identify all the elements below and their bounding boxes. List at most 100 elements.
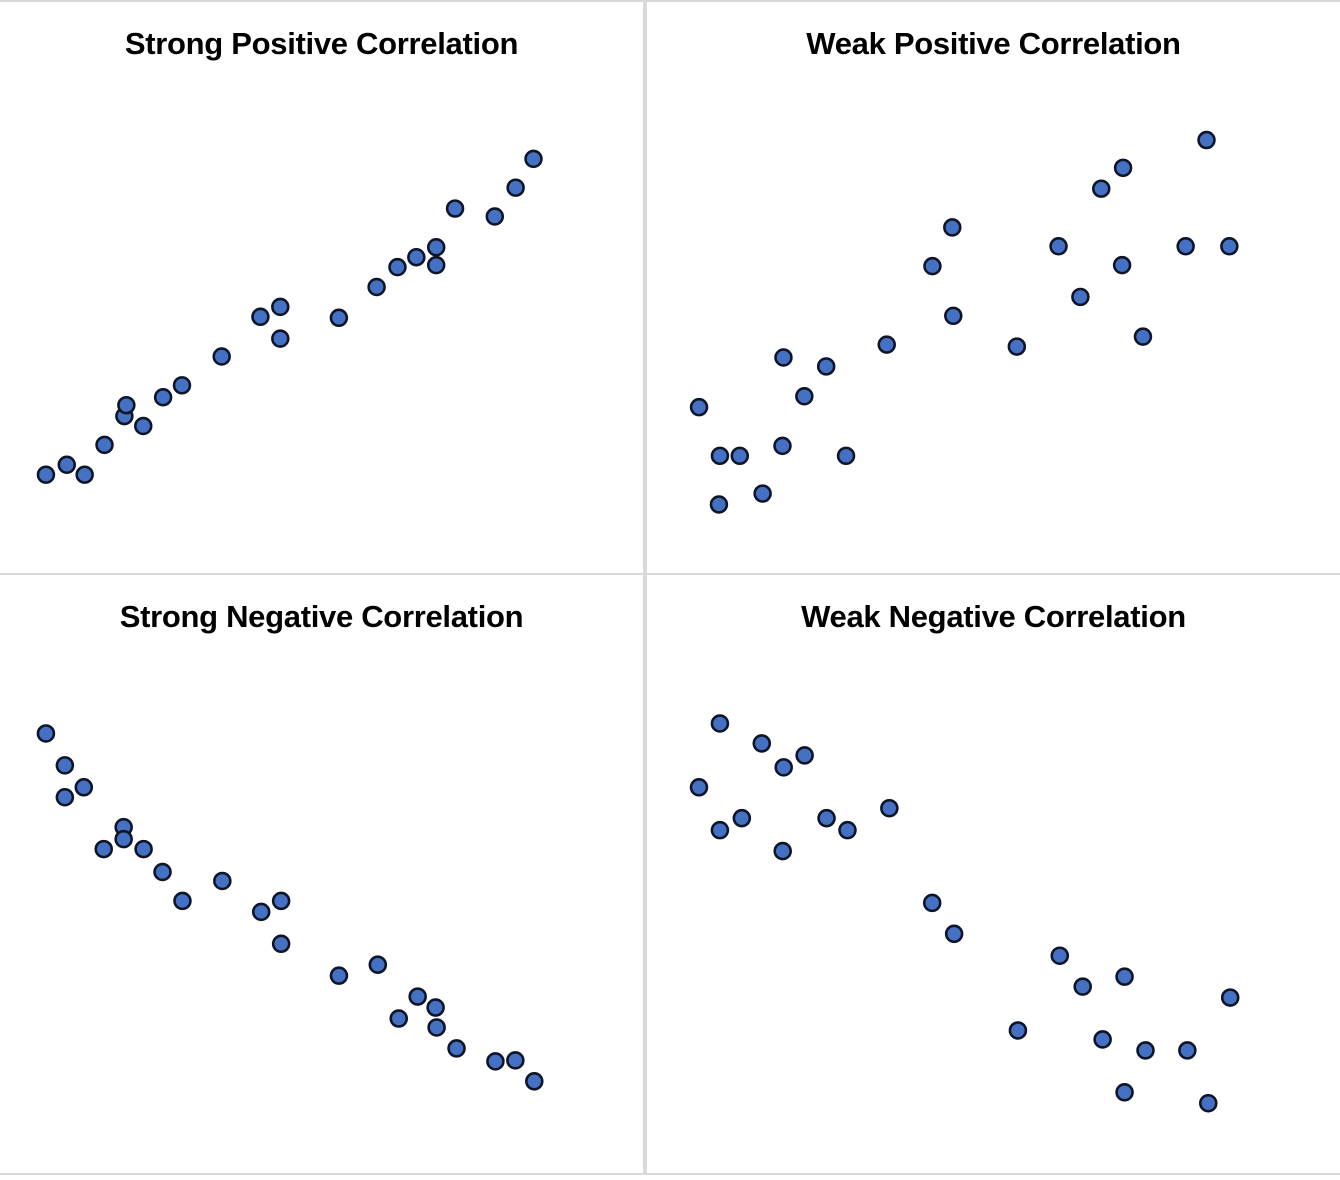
data-point [944,306,963,326]
data-point [271,297,290,317]
data-point [329,966,349,985]
data-point [117,395,136,415]
data-point [1199,1093,1218,1113]
data-point [1178,1041,1197,1060]
data-point [426,255,446,275]
chart-title-strong-negative: Strong Negative Correlation [119,599,524,634]
data-point [212,347,231,366]
data-point [1197,130,1216,150]
data-point [795,387,814,406]
data-point [524,149,543,169]
data-point [730,446,750,466]
data-point [408,987,427,1006]
data-point [94,839,113,859]
data-point [407,247,426,267]
data-point [1112,255,1132,275]
data-point [1093,1030,1112,1049]
data-point [753,484,772,503]
data-point [922,893,942,913]
data-point [816,357,836,376]
data-point [426,238,446,257]
data-point [134,839,153,859]
data-point [709,495,729,514]
data-point [795,746,814,765]
data-point [36,724,56,743]
data-point [213,871,232,891]
data-point [773,436,792,456]
data-point [251,902,271,922]
data-point [838,820,857,840]
data-point [1071,287,1090,307]
scatter-plot-weak-negative [689,714,1240,1113]
data-point [817,808,836,828]
data-point [752,734,772,753]
data-point [1007,337,1027,356]
data-point [525,1072,544,1091]
data-point [1073,977,1092,996]
data-point [271,329,290,348]
data-point [173,891,192,911]
scatter-plot-strong-negative [36,724,544,1091]
data-point [55,787,75,807]
data-point [506,1051,525,1070]
data-point [710,446,730,466]
data-point [36,465,56,484]
data-point [1115,1083,1134,1102]
data-point [368,955,388,974]
panel-strong-negative: Strong Negative Correlation [0,575,645,1175]
data-point [774,348,793,367]
data-point [74,778,94,797]
data-point [57,455,77,474]
data-point [426,998,445,1017]
data-point [1220,237,1239,256]
data-point [271,891,291,911]
panel-weak-positive: Weak Positive Correlation [645,0,1340,575]
data-point [689,397,709,417]
data-point [710,714,730,733]
data-point [114,829,133,849]
data-point [923,256,942,276]
data-point [1176,237,1195,256]
data-point [506,178,525,197]
data-point [732,808,752,828]
data-point [1008,1021,1028,1040]
data-point [447,1039,466,1058]
panel-strong-positive: Strong Positive Correlation [0,0,645,575]
data-point [75,465,94,484]
data-point [773,841,792,861]
panel-weak-negative: Weak Negative Correlation [645,575,1340,1175]
data-point [1220,988,1240,1007]
data-point [689,778,709,797]
data-point [774,758,793,777]
data-point [153,862,172,882]
data-point [367,277,386,297]
scatter-plot-strong-positive [36,149,543,484]
data-point [134,416,153,436]
data-point [943,218,962,237]
data-point [1092,179,1111,198]
data-point [1133,327,1153,346]
data-point [880,798,899,818]
data-point [172,376,192,395]
data-point [388,257,407,277]
data-point [251,307,270,327]
data-point [329,308,349,328]
data-point [836,446,856,466]
data-point [944,924,964,944]
data-point [710,820,730,840]
data-point [877,335,896,354]
data-point [389,1009,409,1028]
data-point [1115,967,1134,986]
chart-title-weak-negative: Weak Negative Correlation [801,599,1186,634]
data-point [427,1018,446,1037]
scatter-plot-weak-positive [689,130,1239,514]
data-point [1136,1041,1155,1060]
data-point [1049,237,1068,256]
data-point [95,435,114,455]
data-point [445,199,465,218]
data-point [1050,946,1070,965]
chart-title-strong-positive: Strong Positive Correlation [124,26,519,61]
data-point [153,387,173,407]
chart-title-weak-positive: Weak Positive Correlation [806,26,1181,61]
